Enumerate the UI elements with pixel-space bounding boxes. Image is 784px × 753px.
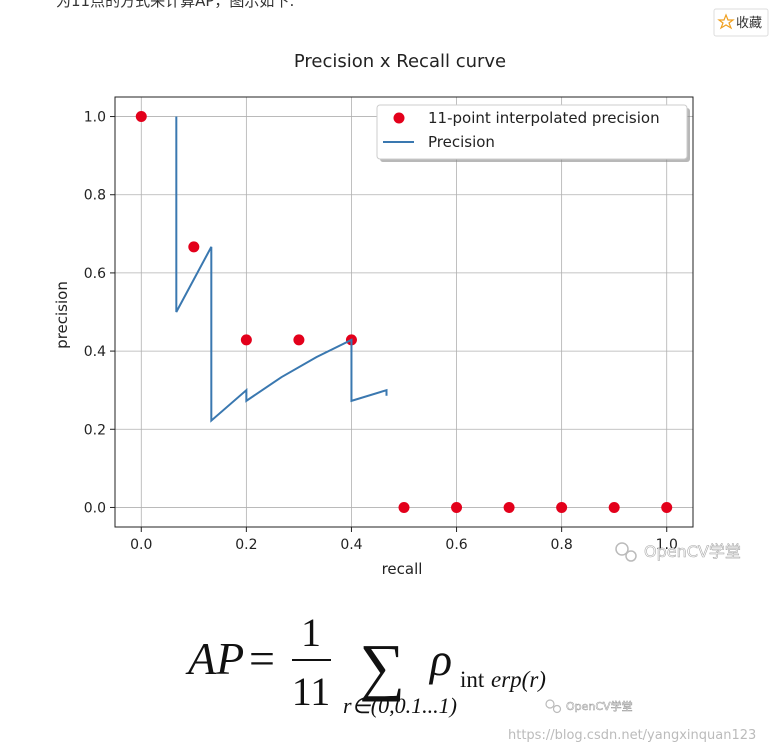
scatter-point (240, 334, 252, 346)
watermark: OpenCV学堂 (545, 699, 633, 714)
x-tick-label: 0.2 (235, 537, 257, 553)
url-watermark: https://blog.csdn.net/yangxinquan123 (508, 728, 756, 743)
watermark-text: OpenCV学堂 (644, 542, 741, 561)
y-tick-label: 0.2 (84, 422, 106, 438)
intro-text: 为11点的方式来计算AP，图示如下: (56, 0, 294, 10)
x-tick-label: 0.4 (340, 537, 362, 553)
collect-button[interactable]: 收藏 (713, 8, 769, 37)
chart-title: Precision x Recall curve (294, 51, 506, 72)
scatter-point (135, 111, 147, 123)
legend-label: Precision (428, 133, 495, 151)
watermark: OpenCV学堂 (615, 542, 741, 562)
scatter-point (661, 501, 673, 513)
plot-frame (114, 96, 694, 528)
x-tick-label: 0.8 (551, 537, 573, 553)
chart: Precision x Recall curve recall precision 0… (53, 51, 694, 578)
scatter-point (451, 501, 463, 513)
legend-box (376, 104, 688, 160)
x-axis-label: recall (382, 560, 423, 578)
formula-denominator: 11 (292, 669, 331, 714)
formula-sum-index: r∈(0,0.1...1) (343, 693, 457, 718)
x-tick-label: 0.6 (445, 537, 467, 553)
button-frame[interactable] (713, 8, 769, 37)
formula-lhs: AP (185, 633, 244, 684)
precision-line (175, 116, 388, 423)
formula-rho: ρ (428, 634, 452, 685)
watermark-icon (545, 699, 555, 709)
watermark-icon (625, 550, 637, 562)
formula: AP = 1 11 ∑ r∈(0,0.1...1) ρ int erp(r) (185, 610, 546, 718)
scatter-point (293, 334, 305, 346)
scatter-point (608, 501, 620, 513)
formula-sub-italic: erp(r) (491, 667, 546, 692)
star-icon[interactable] (717, 13, 735, 30)
y-axis-label: precision (53, 281, 71, 349)
scatter-point (503, 501, 515, 513)
x-tick-label: 0.0 (130, 537, 152, 553)
scatter-point (398, 501, 410, 513)
formula-equals: = (249, 633, 275, 684)
watermark-icon (552, 704, 562, 714)
watermark-icon (615, 542, 629, 556)
formula-sum: ∑ (359, 631, 405, 702)
scatter-point (188, 241, 200, 253)
formula-sub-upright: int (460, 667, 485, 692)
button-label[interactable]: 收藏 (736, 16, 762, 31)
scatter-point (556, 501, 568, 513)
legend-label: 11-point interpolated precision (428, 109, 660, 127)
y-tick-label: 1.0 (84, 110, 106, 126)
y-tick-label: 0.0 (84, 500, 106, 516)
y-tick-label: 0.8 (84, 188, 106, 204)
y-tick-label: 0.6 (84, 266, 106, 282)
y-tick-label: 0.4 (84, 344, 106, 360)
formula-numerator: 1 (301, 610, 321, 655)
watermark-text: OpenCV学堂 (566, 699, 633, 713)
legend-marker (393, 112, 405, 124)
x-tick-label: 1.0 (656, 537, 678, 553)
